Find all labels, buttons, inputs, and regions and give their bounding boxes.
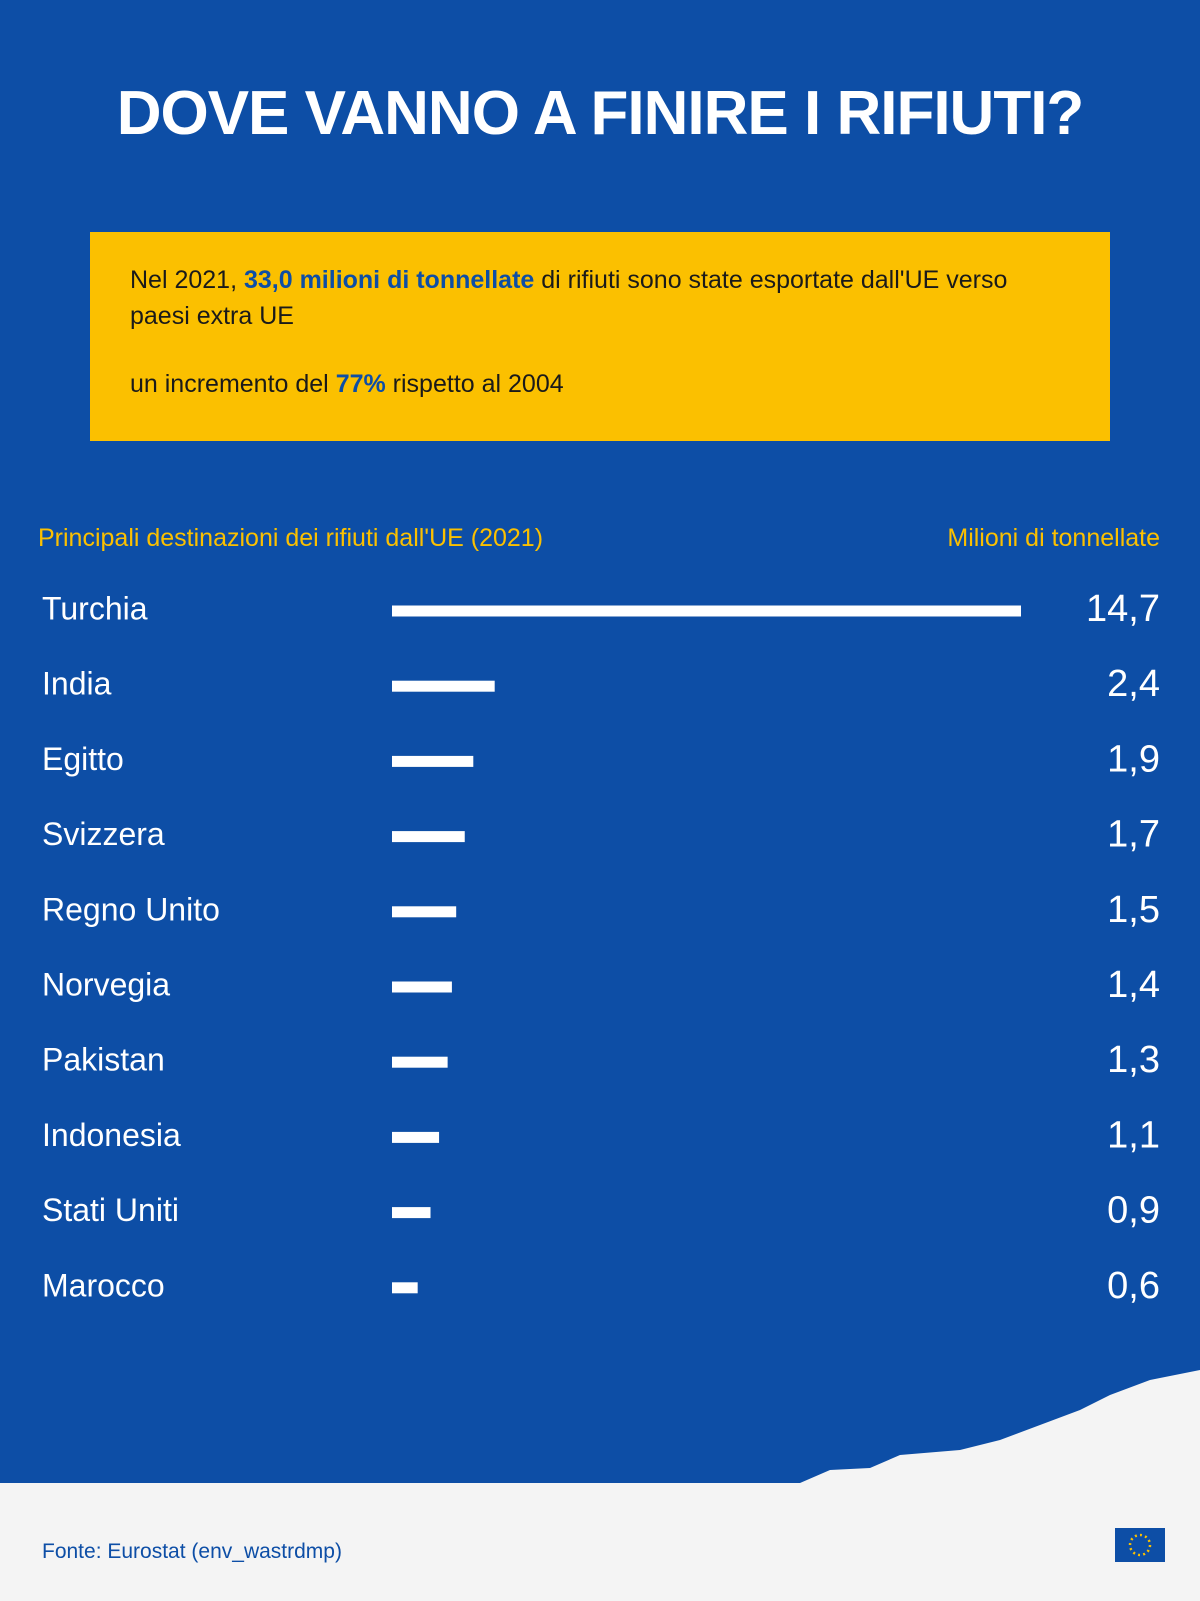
- highlight-line: un incremento del 77% rispetto al 2004: [130, 366, 1070, 402]
- highlight-line: Nel 2021, 33,0 milioni di tonnellate di …: [130, 262, 1070, 334]
- text: di rifiuti sono state esportate dall'UE …: [130, 266, 1015, 330]
- source: Fonte: Eurostat (env_wastrdmp): [42, 1540, 342, 1563]
- bar: [392, 1282, 418, 1294]
- highlight-box: Nel 2021, 33,0 milioni di tonnellate di …: [90, 232, 1110, 441]
- value-label: 14,7: [1086, 588, 1160, 630]
- category-label: Svizzera: [42, 816, 165, 852]
- text: un incremento del: [130, 370, 336, 398]
- emphasis: 77%: [335, 370, 386, 398]
- value-label: 2,4: [1107, 663, 1160, 705]
- value-label: 1,5: [1107, 889, 1160, 931]
- value-label: 1,4: [1107, 964, 1160, 1006]
- bar: [392, 1131, 440, 1143]
- value-label: 1,1: [1107, 1114, 1160, 1156]
- text: Nel 2021,: [130, 266, 244, 294]
- subtitle: Principali destinazioni dei rifiuti dall…: [38, 524, 544, 552]
- category-label: Indonesia: [42, 1117, 181, 1153]
- bar: [392, 1207, 431, 1219]
- bar: [392, 906, 457, 918]
- emphasis: 33,0 milioni di tonnellate: [243, 266, 535, 294]
- category-label: Regno Unito: [42, 891, 220, 927]
- category-label: Stati Uniti: [42, 1192, 179, 1228]
- value-label: 0,6: [1107, 1265, 1160, 1307]
- footer: [0, 1483, 1200, 1601]
- value-label: 1,7: [1107, 814, 1160, 856]
- value-label: 1,9: [1107, 738, 1160, 780]
- bar: [392, 981, 452, 993]
- decoration-hill: [800, 1370, 1200, 1483]
- eu-flag: [1115, 1528, 1165, 1562]
- category-label: Egitto: [42, 741, 124, 777]
- value-label: 1,3: [1107, 1039, 1160, 1081]
- bar: [392, 755, 474, 767]
- category-label: Marocco: [42, 1267, 165, 1303]
- unit-label: Milioni di tonnellate: [947, 524, 1160, 552]
- category-label: Pakistan: [42, 1042, 165, 1078]
- category-label: Norvegia: [42, 966, 170, 1002]
- bar: [392, 1056, 448, 1068]
- bar: [392, 680, 495, 692]
- category-label: India: [42, 666, 112, 702]
- category-label: Turchia: [42, 590, 148, 626]
- value-label: 0,9: [1107, 1190, 1160, 1232]
- bar: [392, 605, 1021, 617]
- text: rispetto al 2004: [385, 370, 564, 398]
- bar: [392, 831, 465, 843]
- title: DOVE VANNO A FINIRE I RIFIUTI?: [116, 79, 1085, 148]
